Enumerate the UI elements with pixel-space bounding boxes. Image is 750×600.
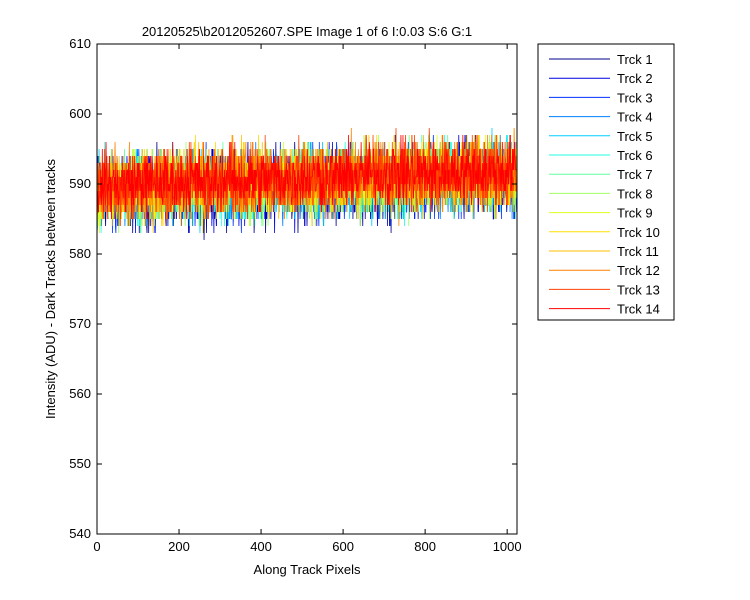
x-tick-label: 800 — [414, 539, 436, 554]
legend-label-6: Trck 6 — [617, 148, 653, 163]
legend-label-8: Trck 8 — [617, 186, 653, 201]
y-tick-label: 570 — [69, 316, 91, 331]
legend: Trck 1 Trck 2 Trck 3 Trck 4 Trck 5 Trck 6 Trck… — [537, 43, 675, 321]
axes-box — [96, 43, 518, 535]
y-tick-label: 560 — [69, 386, 91, 401]
legend-label-11: Trck 11 — [617, 244, 659, 259]
x-axis-ticks: 0 200 400 600 800 1000 — [93, 44, 522, 554]
x-axis-label: Along Track Pixels — [254, 562, 361, 577]
x-tick-label: 400 — [250, 539, 272, 554]
legend-label-7: Trck 7 — [617, 167, 653, 182]
legend-label-5: Trck 5 — [617, 129, 653, 144]
series-line-14 — [97, 134, 517, 227]
legend-label-1: Trck 1 — [617, 52, 653, 67]
legend-label-12: Trck 12 — [617, 263, 660, 278]
legend-label-2: Trck 2 — [617, 71, 653, 86]
y-tick-label: 590 — [69, 176, 91, 191]
x-tick-label: 600 — [332, 539, 354, 554]
y-tick-label: 600 — [69, 106, 91, 121]
chart-title: 20120525\b2012052607.SPE Image 1 of 6 I:… — [142, 24, 472, 39]
x-tick-label: 1000 — [493, 539, 522, 554]
legend-label-10: Trck 10 — [617, 225, 660, 240]
y-tick-label: 580 — [69, 246, 91, 261]
y-axis-label: Intensity (ADU) - Dark Tracks between tr… — [43, 158, 58, 419]
legend-box — [537, 43, 675, 321]
y-axis-ticks: 540 550 560 570 580 590 600 610 — [69, 36, 517, 541]
series-layer — [97, 127, 517, 241]
legend-label-9: Trck 9 — [617, 206, 653, 221]
x-tick-label: 0 — [93, 539, 100, 554]
legend-label-13: Trck 13 — [617, 282, 660, 297]
y-tick-label: 540 — [69, 526, 91, 541]
plot-area — [97, 44, 517, 534]
y-tick-label: 550 — [69, 456, 91, 471]
legend-label-14: Trck 14 — [617, 302, 660, 317]
legend-label-3: Trck 3 — [617, 90, 653, 105]
legend-label-4: Trck 4 — [617, 110, 653, 125]
x-tick-label: 200 — [168, 539, 190, 554]
y-tick-label: 610 — [69, 36, 91, 51]
